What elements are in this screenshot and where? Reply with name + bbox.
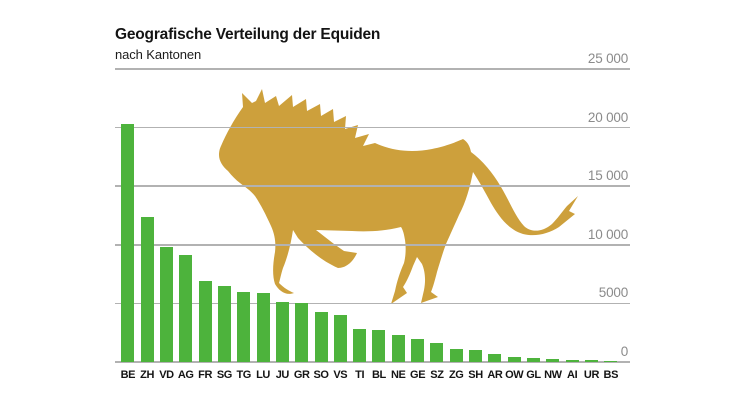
bar-BL (372, 330, 386, 362)
chart-header: Geografische Verteilung der Equiden nach… (115, 26, 515, 62)
bar-UR (584, 360, 598, 362)
x-axis-label-GR: GR (293, 369, 310, 381)
x-axis-label-GE: GE (410, 369, 426, 381)
bar-JU (275, 302, 289, 362)
x-axis-labels: BE ZH VD AG FR SG TG LU JU GR SO VS TI BL NE GE SZ ZG SH AR… (115, 369, 630, 385)
y-axis-tick-label: 5000 (598, 285, 628, 301)
y-axis-tick-label: 10 000 (587, 226, 628, 242)
x-axis-label-JU: JU (275, 369, 290, 381)
gridline-25000 (115, 68, 630, 70)
x-axis-label-GL: GL (526, 369, 541, 381)
gridline-10000 (115, 244, 630, 246)
bar-GE (411, 338, 425, 362)
x-axis-label-VS: VS (333, 369, 348, 381)
bar-BS (604, 360, 618, 362)
y-axis-tick-label: 20 000 (587, 109, 628, 125)
plot-area: 0 5000 10 000 15 000 20 000 25 000 (115, 51, 630, 363)
x-axis-label-BL: BL (372, 369, 386, 381)
bar-OW (507, 357, 521, 362)
bar-ZG (449, 349, 463, 362)
x-axis-label-UR: UR (583, 369, 600, 381)
bar-NW (546, 359, 560, 362)
chart-subtitle: nach Kantonen (115, 46, 202, 62)
gridline-5000 (115, 302, 630, 305)
x-axis-label-SG: SG (216, 369, 232, 381)
bar-AG (179, 255, 193, 362)
bar-TG (237, 291, 251, 362)
bar-VD (159, 247, 173, 362)
bar-LU (256, 292, 270, 362)
bar-SZ (430, 343, 444, 362)
x-axis-label-TI: TI (355, 369, 365, 381)
x-axis-label-TG: TG (236, 369, 251, 381)
x-axis-label-BE: BE (120, 369, 136, 381)
gridline-0 (115, 361, 630, 363)
bar-SG (217, 285, 231, 362)
bar-GR (295, 303, 309, 362)
bar-TI (353, 329, 367, 362)
x-axis-label-BS: BS (603, 369, 619, 381)
x-axis-label-SO: SO (313, 369, 329, 381)
bar-GL (527, 357, 541, 362)
bar-AR (488, 354, 502, 362)
gridline-20000 (115, 126, 630, 129)
bar-SO (314, 311, 328, 362)
bar-BE (121, 124, 135, 362)
x-axis-label-AR: AR (487, 369, 503, 381)
x-axis-label-FR: FR (198, 369, 213, 381)
bar-AI (565, 359, 579, 362)
gridline-15000 (115, 185, 630, 187)
y-axis-tick-label: 15 000 (587, 168, 628, 184)
bar-NE (391, 335, 405, 362)
bar-FR (198, 281, 212, 362)
x-axis-label-NW: NW (544, 369, 562, 381)
x-axis-label-SH: SH (468, 369, 483, 381)
bar-ZH (140, 216, 154, 362)
y-axis-tick-label: 0 (620, 344, 629, 359)
bar-VS (333, 315, 347, 362)
chart-title: Geografische Verteilung der Equiden (115, 26, 381, 43)
x-axis-label-OW: OW (505, 369, 524, 381)
x-axis-label-VD: VD (159, 369, 174, 381)
x-axis-label-NE: NE (391, 369, 406, 381)
x-axis-label-ZH: ZH (140, 369, 155, 381)
x-axis-label-ZG: ZG (448, 369, 464, 381)
x-axis-label-AG: AG (177, 369, 194, 381)
x-axis-label-LU: LU (256, 369, 270, 381)
y-axis-tick-label: 25 000 (587, 51, 628, 66)
bar-SH (469, 350, 483, 362)
x-axis-label-AI: AI (567, 369, 578, 381)
x-axis-label-SZ: SZ (430, 369, 444, 381)
